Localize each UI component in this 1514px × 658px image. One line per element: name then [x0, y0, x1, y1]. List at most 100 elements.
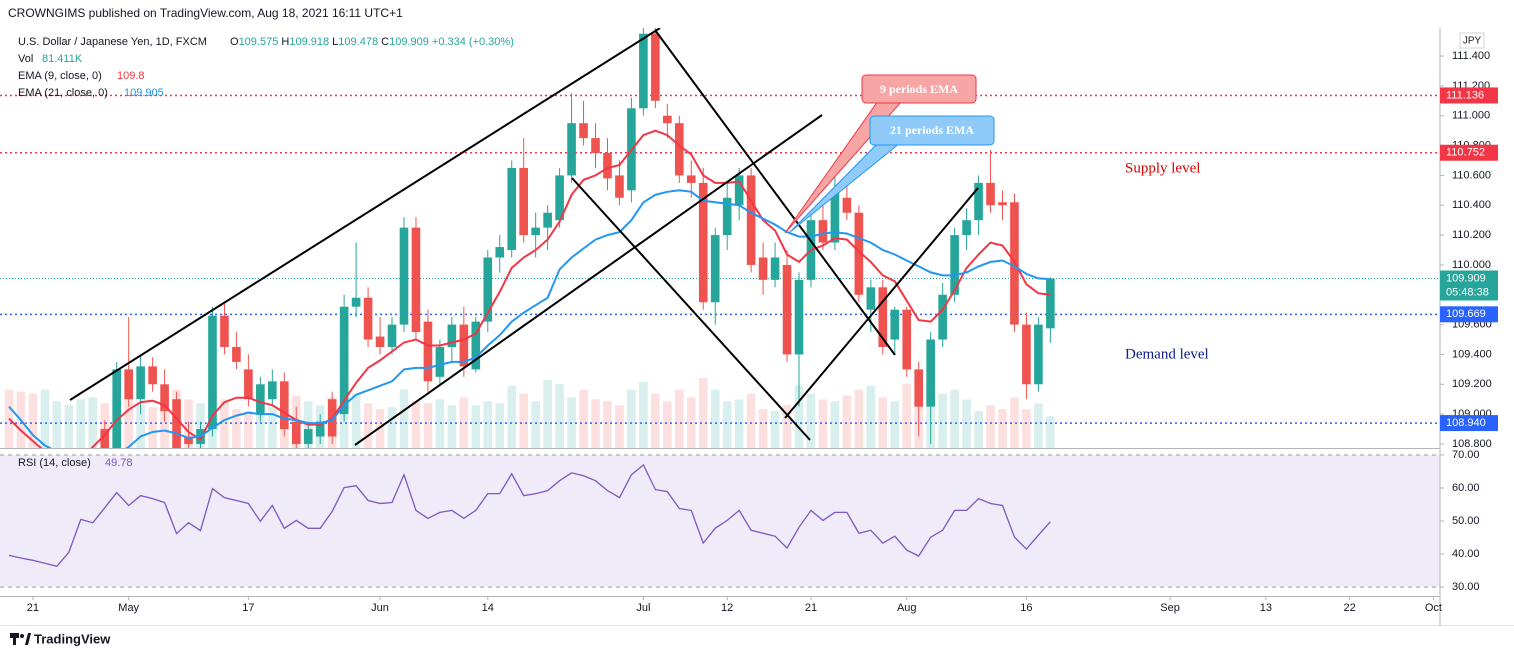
candle-body — [926, 339, 935, 407]
candle-body — [998, 202, 1007, 206]
y-tick-label: 111.000 — [1452, 110, 1490, 122]
volume-bar — [88, 397, 98, 448]
ohlc-value: 109.909 — [389, 36, 429, 48]
level-label-box — [1440, 415, 1498, 432]
volume-bar — [40, 389, 50, 448]
annotation: 21 periods EMA — [890, 123, 974, 137]
candle-body — [674, 123, 684, 176]
rsi-tick-label: 70.00 — [1452, 449, 1480, 461]
volume-bar — [890, 401, 900, 448]
volume-bar — [674, 389, 684, 448]
volume-legend: Vol — [18, 53, 33, 65]
volume-bar — [698, 378, 708, 448]
volume-bar — [351, 393, 361, 448]
publisher: CROWNGIMS published on TradingView.com, … — [8, 6, 403, 20]
volume-bar — [794, 385, 804, 448]
change: +0.334 (+0.30%) — [432, 36, 514, 48]
y-tick-label: 110.200 — [1452, 229, 1491, 241]
candle-body — [339, 306, 349, 415]
rsi-tick-label: 60.00 — [1452, 482, 1480, 494]
ohlc-prefix: O — [230, 36, 239, 48]
candle-body — [136, 366, 145, 400]
volume-bar — [531, 401, 540, 448]
annotation: 9 periods EMA — [880, 82, 958, 96]
volume-bar — [938, 393, 947, 448]
volume-bar — [579, 389, 588, 448]
candle-body — [387, 324, 397, 347]
y-tick-label: 111.400 — [1452, 50, 1490, 62]
callout-box — [861, 74, 977, 104]
level-label: 108.940 — [1446, 417, 1486, 429]
candle-body — [459, 324, 469, 367]
level-label-box — [1440, 306, 1498, 323]
candle-body — [244, 369, 253, 400]
volume-bar — [519, 393, 528, 448]
x-tick-label: 21 — [27, 602, 39, 614]
volume-bar — [244, 411, 253, 448]
x-tick-label: 14 — [482, 602, 494, 614]
price-layer — [8, 28, 1055, 448]
candle-body — [818, 220, 828, 243]
volume-bar — [710, 389, 720, 448]
volume-bar — [495, 403, 505, 448]
volume-bar — [423, 403, 433, 448]
volume-bar — [555, 383, 564, 448]
volume-bar — [950, 389, 959, 448]
ohlc-value: 109.575 — [239, 36, 279, 48]
x-tick-label: 12 — [721, 602, 733, 614]
volume-bar — [1010, 397, 1019, 448]
volume-bar — [627, 389, 636, 448]
candle-body — [519, 167, 528, 236]
trendline — [571, 177, 811, 441]
volume-bar — [399, 389, 409, 448]
candle-body — [615, 175, 624, 198]
level-label-box — [1440, 87, 1498, 104]
candle-body — [651, 33, 660, 101]
price-label: 109.909 — [1446, 272, 1486, 284]
ohlc-prefix: L — [332, 36, 338, 48]
volume-bar — [363, 403, 373, 448]
y-tick-label: 110.600 — [1452, 169, 1491, 181]
volume-bar — [818, 399, 828, 448]
logo-part — [20, 634, 24, 638]
footer-brand: TradingView — [34, 631, 111, 646]
rsi-layer — [8, 463, 1051, 568]
volume-bar — [1046, 416, 1055, 448]
candle-body — [974, 182, 983, 221]
candle-body — [112, 369, 122, 448]
annotation: Supply level — [1125, 160, 1200, 176]
volume-bar — [866, 385, 876, 448]
trendline — [654, 29, 896, 356]
candle-body — [830, 190, 840, 243]
legend-entry: EMA (21, close, 0) — [18, 87, 108, 99]
candle-body — [1034, 324, 1043, 385]
x-tick-label: 16 — [1020, 602, 1032, 614]
candle-body — [722, 197, 732, 236]
x-tick-label: Jun — [371, 602, 389, 614]
logo-part — [25, 633, 31, 645]
candle-body — [531, 227, 540, 236]
candle-body — [710, 235, 720, 303]
candle-body — [291, 421, 301, 444]
candle-body — [351, 297, 361, 307]
candle-body — [220, 315, 229, 347]
candle-body — [914, 369, 924, 407]
volume-bar — [878, 397, 888, 448]
trendline — [784, 187, 979, 419]
candle-body — [734, 175, 744, 206]
candle-body — [363, 297, 373, 340]
candle-body — [315, 421, 325, 437]
candle-body — [950, 235, 959, 295]
candle-body — [423, 321, 433, 382]
volume-bar — [974, 411, 983, 448]
y-tick-label: 109.200 — [1452, 378, 1492, 390]
candle-body — [603, 153, 612, 179]
volume-bar — [136, 405, 145, 448]
volume-bar — [148, 407, 157, 448]
volume-bar — [722, 401, 732, 448]
candle-body — [160, 384, 169, 412]
x-tick-label: 17 — [242, 602, 254, 614]
logo-part — [13, 636, 16, 645]
